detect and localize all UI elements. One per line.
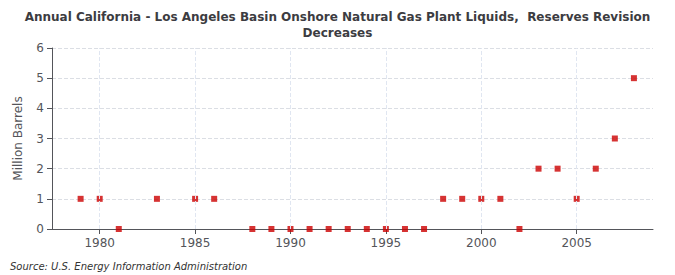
svg-text:1995: 1995 [371, 236, 402, 250]
svg-text:Annual California - Los Angele: Annual California - Los Angeles Basin On… [25, 10, 651, 24]
svg-text:6: 6 [36, 41, 44, 55]
svg-text:Million Barrels: Million Barrels [11, 96, 25, 180]
svg-text:Source: U.S. Energy Informatio: Source: U.S. Energy Information Administ… [10, 261, 247, 272]
svg-text:0: 0 [36, 222, 44, 236]
svg-text:1980: 1980 [84, 236, 115, 250]
svg-text:1: 1 [36, 192, 44, 206]
svg-text:2005: 2005 [561, 236, 592, 250]
svg-text:4: 4 [36, 101, 44, 115]
svg-text:1990: 1990 [275, 236, 306, 250]
svg-text:Decreases: Decreases [303, 26, 373, 40]
svg-text:2: 2 [36, 162, 44, 176]
svg-text:3: 3 [36, 132, 44, 146]
svg-text:5: 5 [36, 71, 44, 85]
svg-text:2000: 2000 [466, 236, 497, 250]
svg-text:1985: 1985 [180, 236, 211, 250]
